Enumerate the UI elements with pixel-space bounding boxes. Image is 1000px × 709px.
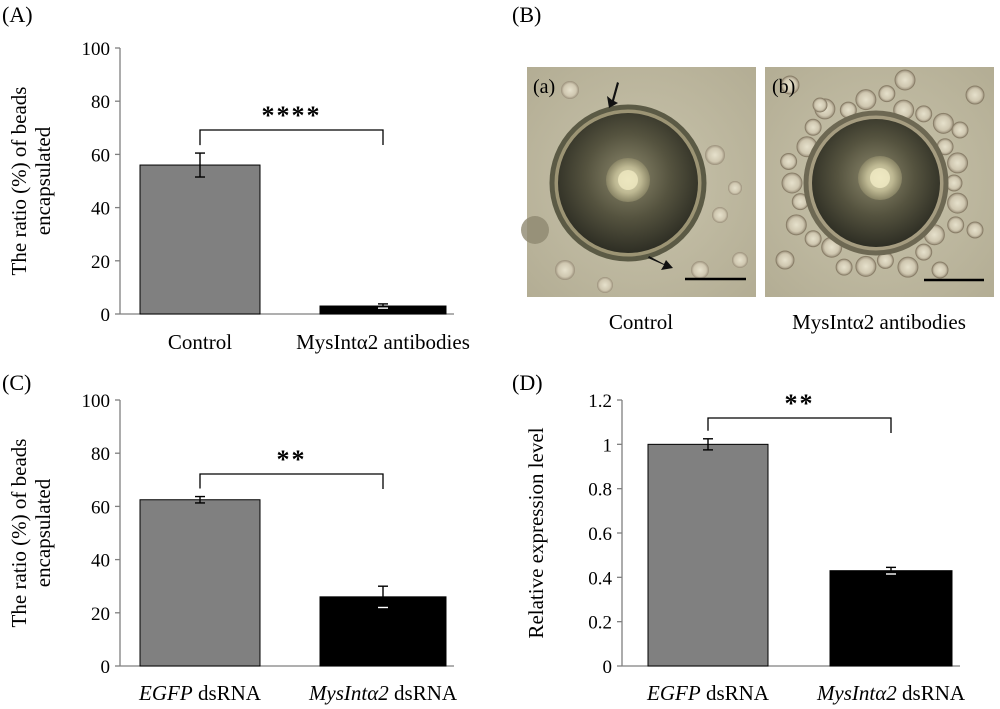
hemocyte-cell [812, 97, 828, 113]
significance-label: **** [262, 101, 322, 130]
y-axis-label: The ratio (%) of beads [7, 87, 31, 276]
significance-label: ** [277, 445, 307, 474]
significance-bracket [199, 129, 384, 146]
hemocyte-cell [804, 118, 822, 136]
significance-bracket [199, 473, 384, 489]
chart-encapsulation-antibodies: 0 20 40 60 80 100 The ratio (%) of beads encaps… [7, 39, 470, 354]
y-tick-label: 0.4 [588, 568, 612, 589]
arrow-icon [607, 82, 619, 108]
hemocyte-cell [915, 243, 933, 261]
hemocyte-cell [915, 105, 933, 123]
chart-relative-expression: 0 0.2 0.4 0.6 0.8 1 1.2 Relative expression lev… [524, 389, 966, 705]
arrow-icon [648, 256, 673, 270]
y-tick-label: 1.2 [588, 391, 612, 412]
hemocyte-cell [947, 216, 965, 234]
category-label: Control [168, 330, 232, 354]
hemocyte-cell [965, 85, 985, 105]
chart-encapsulation-dsrna: 0 20 40 60 80 100 The ratio (%) of beads encaps… [7, 391, 458, 705]
y-tick-label: 1 [603, 435, 613, 456]
y-tick-label: 100 [82, 39, 111, 60]
y-tick-label: 0.6 [588, 524, 612, 545]
hemocyte-cell [780, 75, 800, 95]
y-axis-label: The ratio (%) of beads [7, 439, 31, 628]
significance-label: ** [785, 389, 815, 418]
micrograph-label-a: (a) [533, 76, 555, 98]
hemocyte-cell [781, 172, 803, 194]
hemocyte-cell [855, 89, 877, 111]
category-label: MysIntα2 dsRNA [816, 681, 966, 705]
category-label: EGFP dsRNA [646, 681, 770, 705]
panel-label-c: (C) [2, 370, 31, 395]
panel-label-d: (D) [512, 370, 543, 395]
y-tick-label: 40 [91, 551, 110, 572]
hemocyte-cell [947, 152, 969, 174]
y-tick-label: 100 [82, 391, 111, 412]
y-tick-label: 0 [101, 657, 111, 678]
hemocyte-cell [966, 221, 984, 239]
hemocyte-cell [835, 258, 853, 276]
y-axis-label: Relative expression level [524, 427, 548, 638]
micrograph-control: (a) [521, 67, 756, 297]
micrograph-label-b: (b) [772, 76, 795, 98]
y-tick-label: 80 [91, 444, 110, 465]
hemocyte-cell [855, 255, 877, 277]
y-tick-label: 0 [101, 305, 111, 326]
bar [139, 164, 261, 315]
y-tick-label: 20 [91, 604, 110, 625]
y-tick-label: 60 [91, 497, 110, 518]
micrograph-caption-antibodies: MysIntα2 antibodies [792, 310, 966, 334]
y-axis-label: encapsulated [31, 126, 55, 235]
bar [139, 499, 261, 667]
y-tick-label: 0.8 [588, 480, 612, 501]
hemocyte-cell [878, 85, 896, 103]
hemocyte-cell [932, 112, 954, 134]
hemocyte-cell [947, 192, 969, 214]
hemocyte-cell [931, 261, 949, 279]
micrograph-antibodies: (b) [765, 67, 994, 297]
y-tick-label: 0.2 [588, 613, 612, 634]
category-label: MysIntα2 dsRNA [308, 681, 458, 705]
hemocyte-cell [894, 69, 916, 91]
panel-label-a: (A) [2, 2, 33, 27]
hemocyte-cell [785, 214, 807, 236]
y-tick-label: 80 [91, 92, 110, 113]
hemocyte-cell [897, 256, 919, 278]
bar [647, 443, 769, 667]
category-label: EGFP dsRNA [138, 681, 262, 705]
y-tick-label: 60 [91, 145, 110, 166]
category-label: MysIntα2 antibodies [296, 330, 470, 354]
significance-bracket [707, 417, 892, 433]
y-tick-label: 20 [91, 252, 110, 273]
hemocyte-cell [804, 230, 822, 248]
panel-label-b: (B) [512, 2, 541, 27]
bar [829, 570, 953, 667]
y-axis-label: encapsulated [31, 478, 55, 587]
y-tick-label: 40 [91, 199, 110, 220]
y-tick-label: 0 [603, 657, 613, 678]
hemocyte-cell [780, 152, 798, 170]
hemocyte-cell [775, 250, 795, 270]
hemocyte-cell [951, 121, 969, 139]
micrograph-caption-control: Control [609, 310, 673, 334]
